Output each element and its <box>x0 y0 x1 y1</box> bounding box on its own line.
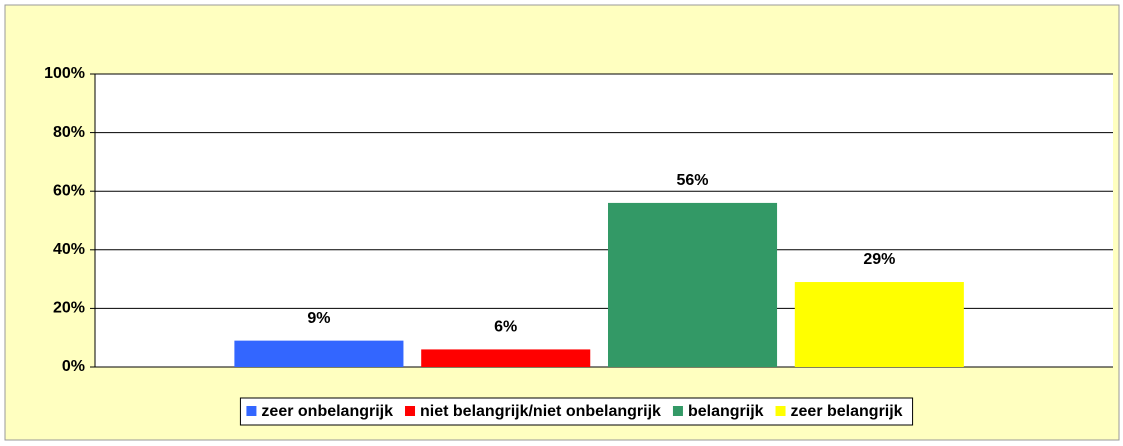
data-label: 56% <box>677 172 709 189</box>
legend-label: niet belangrijk/niet onbelangrijk <box>420 403 661 420</box>
y-tick-label: 60% <box>53 182 85 199</box>
y-tick-label: 40% <box>53 241 85 258</box>
legend <box>239 397 914 426</box>
data-label: 9% <box>307 310 330 327</box>
legend-label: belangrijk <box>688 403 764 420</box>
legend-swatch <box>405 406 416 416</box>
bar <box>234 340 404 367</box>
bar <box>421 349 591 367</box>
data-label: 6% <box>494 319 517 336</box>
bar <box>608 202 778 367</box>
y-tick-label: 80% <box>53 124 85 141</box>
y-tick-label: 0% <box>62 358 85 375</box>
legend-label: zeer belangrijk <box>791 403 903 420</box>
legend-swatch <box>672 406 683 416</box>
y-tick-label: 100% <box>44 65 85 82</box>
legend-swatch <box>775 406 786 416</box>
bar <box>794 282 964 367</box>
legend-label: zeer onbelangrijk <box>261 403 393 420</box>
y-tick-label: 20% <box>53 300 85 317</box>
legend-swatch <box>246 406 257 416</box>
data-label: 29% <box>863 251 895 268</box>
